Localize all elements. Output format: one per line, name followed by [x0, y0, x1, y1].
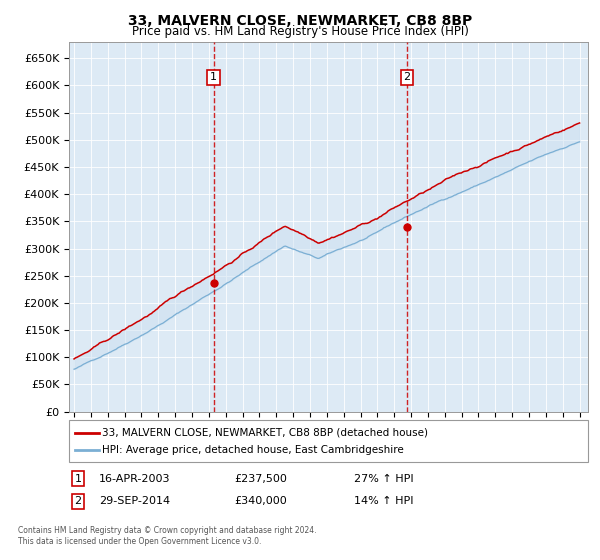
Text: 2: 2	[403, 72, 410, 82]
Text: 33, MALVERN CLOSE, NEWMARKET, CB8 8BP: 33, MALVERN CLOSE, NEWMARKET, CB8 8BP	[128, 14, 472, 28]
Text: 1: 1	[74, 474, 82, 484]
Text: 2: 2	[74, 496, 82, 506]
Text: 14% ↑ HPI: 14% ↑ HPI	[354, 496, 413, 506]
Text: £237,500: £237,500	[234, 474, 287, 484]
Text: 1: 1	[210, 72, 217, 82]
Text: 16-APR-2003: 16-APR-2003	[99, 474, 170, 484]
Text: £340,000: £340,000	[234, 496, 287, 506]
Text: 27% ↑ HPI: 27% ↑ HPI	[354, 474, 413, 484]
Text: 29-SEP-2014: 29-SEP-2014	[99, 496, 170, 506]
Text: HPI: Average price, detached house, East Cambridgeshire: HPI: Average price, detached house, East…	[102, 445, 404, 455]
Text: Contains HM Land Registry data © Crown copyright and database right 2024.
This d: Contains HM Land Registry data © Crown c…	[18, 526, 317, 546]
Text: Price paid vs. HM Land Registry's House Price Index (HPI): Price paid vs. HM Land Registry's House …	[131, 25, 469, 38]
Text: 33, MALVERN CLOSE, NEWMARKET, CB8 8BP (detached house): 33, MALVERN CLOSE, NEWMARKET, CB8 8BP (d…	[102, 428, 428, 437]
